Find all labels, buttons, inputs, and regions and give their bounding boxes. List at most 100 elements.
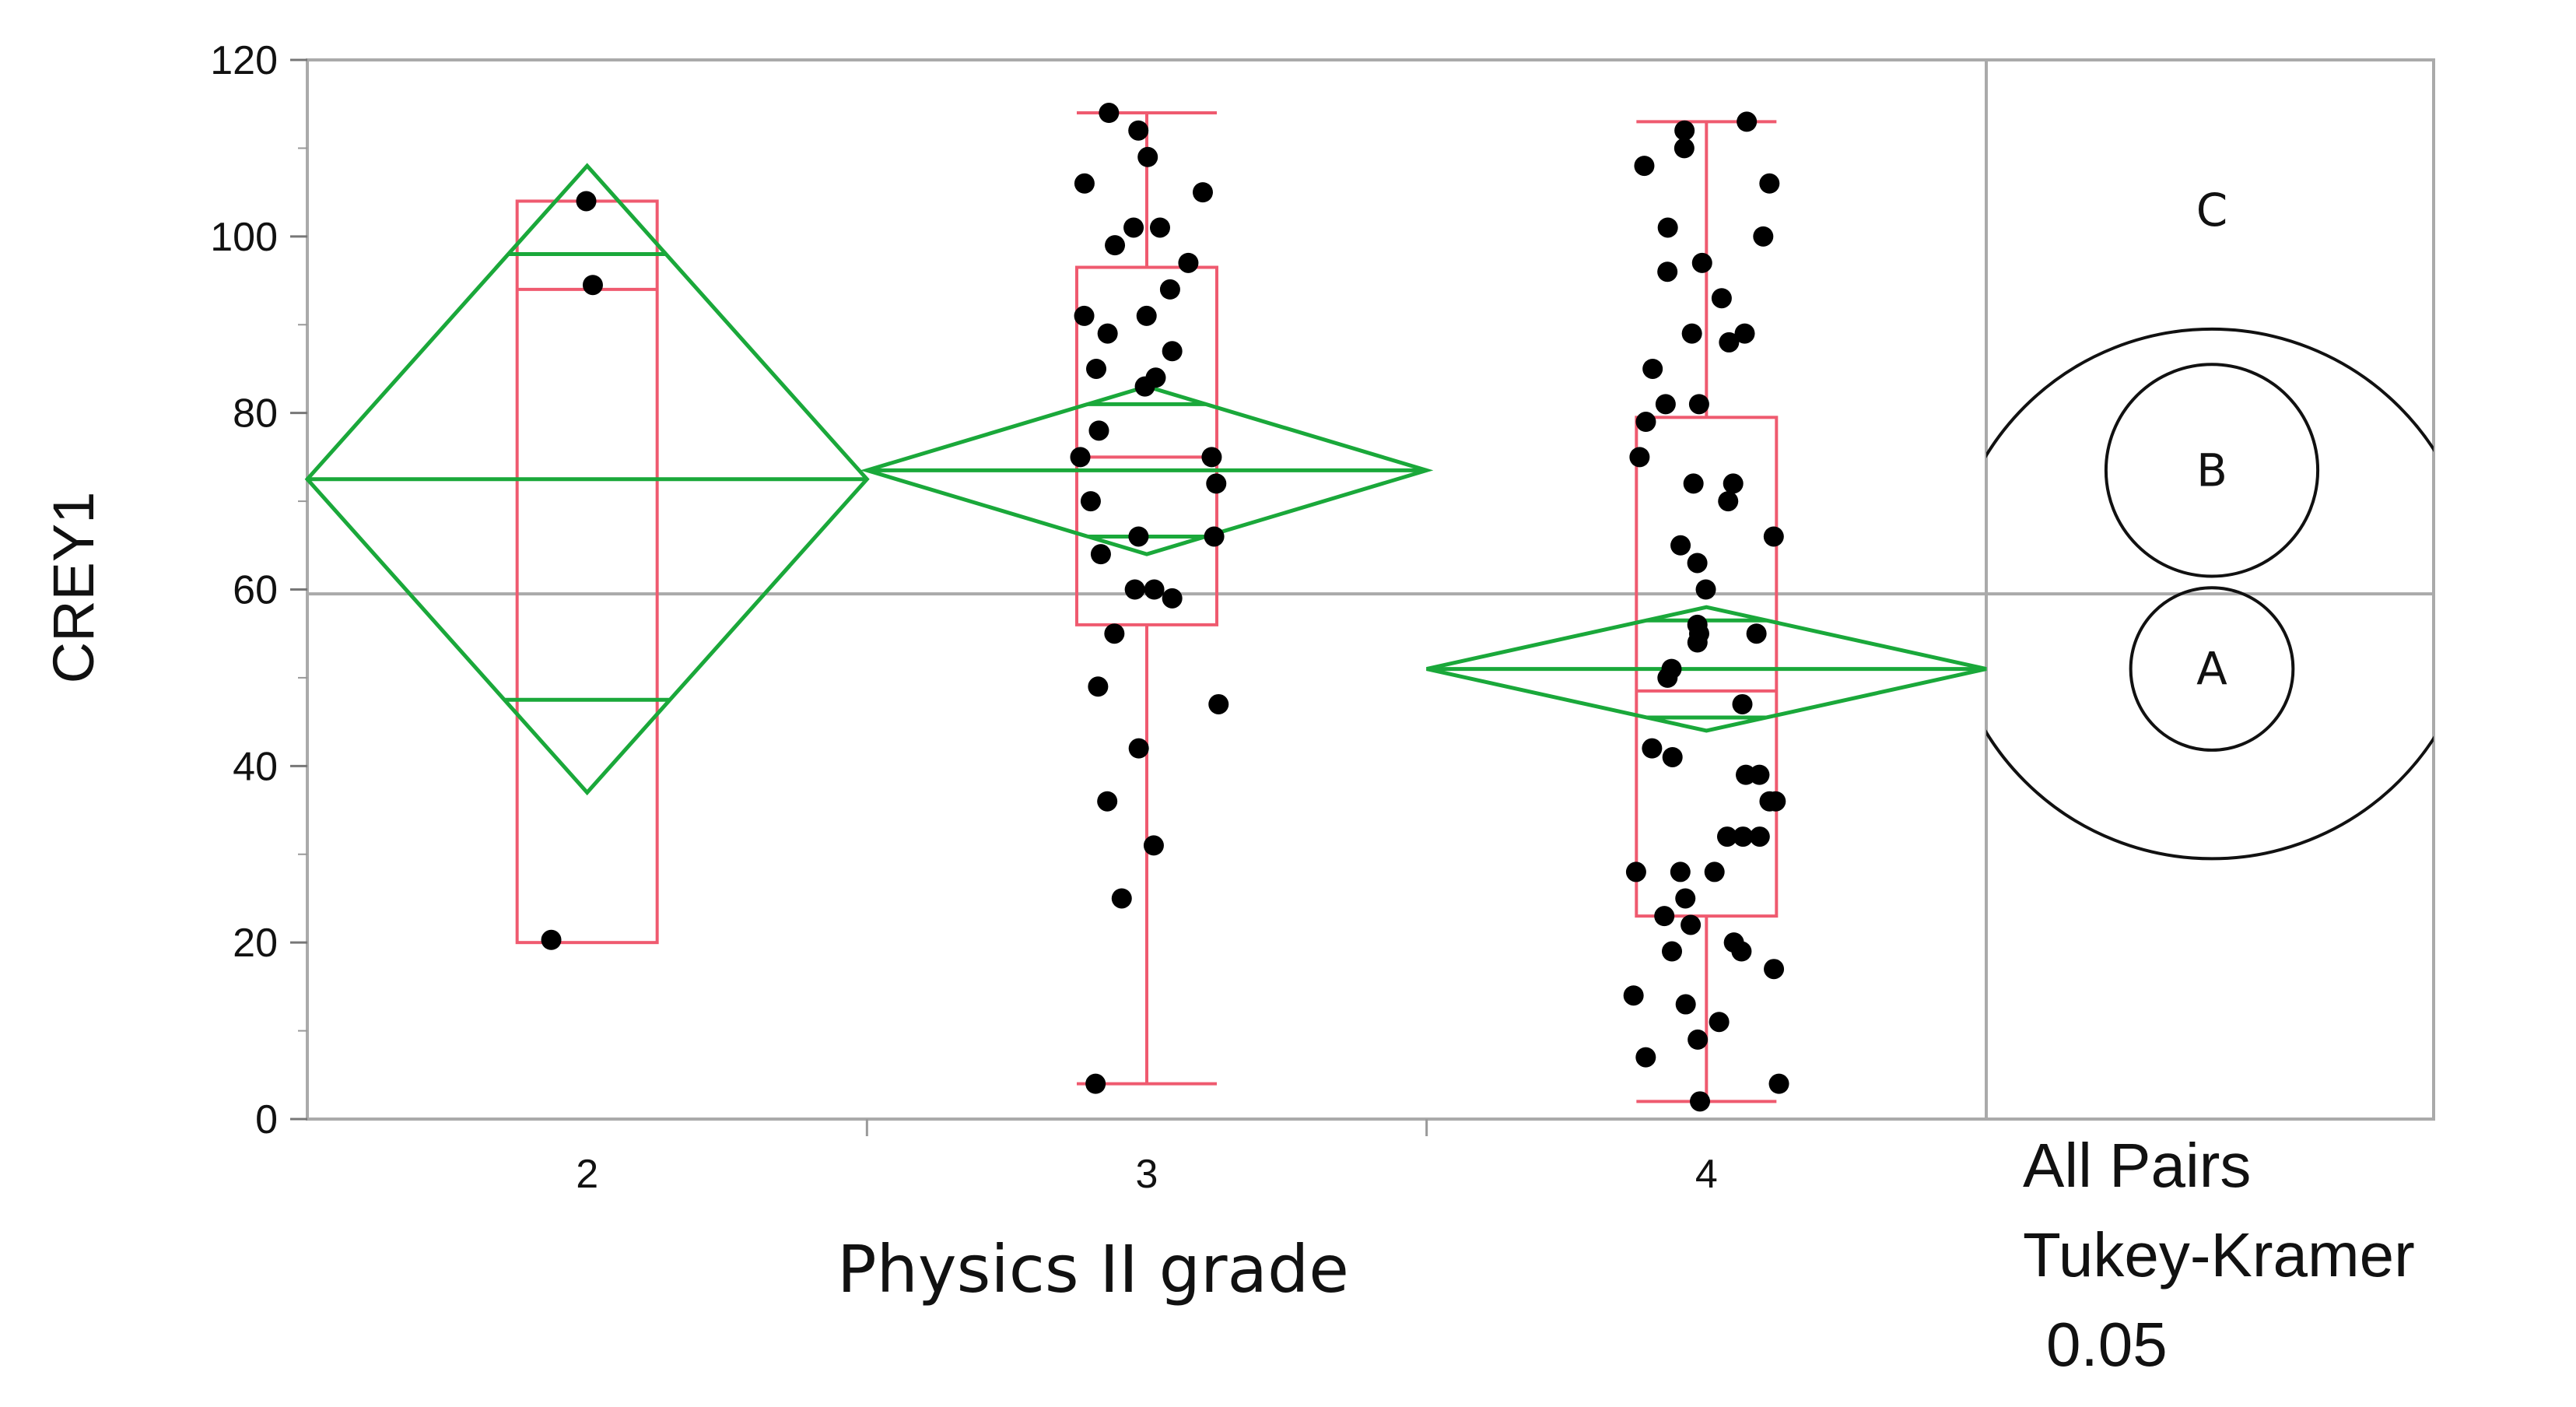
point-layer [541,103,1789,1112]
data-point [1088,676,1109,697]
y-tick-label: 0 [255,1097,278,1142]
data-point [1104,623,1125,644]
data-point [1733,826,1754,847]
data-point [1192,182,1213,203]
data-point [1675,994,1696,1015]
data-point [1690,1091,1711,1112]
x-axis-title: Physics II grade [837,1231,1349,1307]
data-point [1128,120,1149,141]
data-point [1681,914,1702,935]
data-point [1723,473,1744,494]
method-line-3: 0.05 [2046,1310,2168,1379]
y-axis-title: CREY1 [41,492,106,684]
data-point [1749,826,1770,847]
data-point [1143,835,1164,856]
data-point [1134,376,1155,397]
data-point [582,275,603,296]
comparison-circle-label: B [2196,444,2227,496]
data-point [1074,305,1095,326]
comparison-circle [1986,328,2434,861]
data-point [1642,738,1663,759]
data-point [1695,579,1716,600]
box-iqr [1075,265,1218,626]
data-point [1731,941,1752,962]
data-point [1764,959,1785,980]
comparison-circle [2129,586,2295,752]
y-tick-label: 40 [233,744,278,789]
data-point [1683,473,1704,494]
data-point [1654,906,1675,927]
data-point [1655,394,1676,415]
method-line-1: All Pairs [2023,1131,2251,1200]
method-line-2: Tukey-Kramer [2023,1220,2415,1289]
data-point [1670,861,1691,882]
data-point [1657,261,1678,282]
comparison-circles: C B A [1986,184,2434,861]
data-point [1674,138,1695,159]
data-point [1691,252,1712,273]
data-point [1111,888,1132,909]
comparison-circle [2104,363,2320,578]
data-point [1099,103,1120,124]
data-point [1746,623,1767,644]
data-point [1635,1047,1656,1068]
data-point [1128,526,1149,547]
data-point [1159,279,1180,300]
y-tick-label: 20 [233,921,278,966]
data-point [1206,473,1227,494]
data-point [1711,288,1732,309]
data-point [1088,420,1109,441]
x-tick-label: 4 [1695,1152,1718,1197]
data-point [1178,252,1199,273]
data-point [1657,667,1678,688]
data-point [1709,1012,1730,1033]
data-point [1124,579,1145,600]
y-tick-label: 100 [210,215,278,260]
data-point [1149,217,1170,238]
data-point [1732,693,1753,714]
data-point [1687,632,1708,653]
data-point [1670,535,1691,556]
plot-frame [306,58,2435,1121]
data-point [1674,120,1695,141]
data-point [1704,861,1725,882]
data-point [541,929,562,950]
data-point [1085,1073,1106,1094]
data-point [1759,791,1780,812]
data-point [1737,111,1758,132]
data-point [1144,579,1165,600]
data-point [1675,888,1696,909]
data-point [1716,826,1737,847]
box-layer [515,111,1779,1103]
data-point [1097,791,1118,812]
data-point [1625,861,1646,882]
x-tick-label: 3 [1136,1152,1158,1197]
data-point [1718,491,1739,512]
box-iqr [1635,416,1779,918]
data-point [1074,173,1095,194]
plot-border [306,58,2435,1121]
comparison-circle-label: C [2196,184,2228,237]
y-tick-label: 80 [233,391,278,437]
data-point [1635,412,1656,433]
data-point [1086,358,1107,379]
y-tick-label: 120 [210,38,278,83]
data-point [1123,217,1144,238]
data-point [1642,358,1663,379]
data-point [1162,341,1183,362]
data-point [1162,588,1183,609]
data-point [1128,738,1149,759]
data-point [1681,323,1702,344]
comparison-circle-label: A [2196,643,2227,696]
data-point [1097,323,1118,344]
data-point [1137,146,1158,167]
data-point [1763,526,1784,547]
data-point [1662,746,1683,767]
circle-group [1986,328,2434,861]
data-point [1080,491,1101,512]
data-point [1105,235,1126,256]
y-tick-label: 60 [233,568,278,613]
data-point [1204,526,1225,547]
data-point [1090,544,1111,565]
